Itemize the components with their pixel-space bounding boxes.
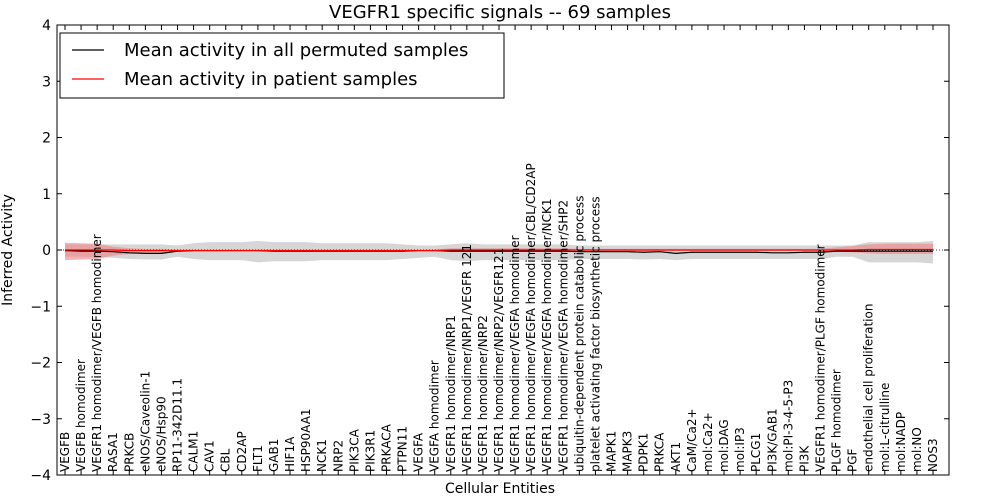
x-category-label: PTPN11 — [396, 426, 410, 472]
x-category-label: PIK3CA — [347, 428, 361, 472]
legend-label-patient: Mean activity in patient samples — [124, 69, 418, 90]
x-axis-label: Cellular Entities — [445, 481, 555, 497]
x-category-label: platelet activating factor biosynthetic … — [588, 196, 602, 472]
legend-box — [59, 32, 505, 99]
y-tick-label: −1 — [30, 299, 51, 315]
x-category-label: VEGFR1 homodimer/NRP1/VEGFR 121 — [460, 244, 474, 472]
y-tick-label: −4 — [30, 468, 51, 484]
x-category-label: RASA1 — [106, 432, 120, 472]
y-tick-label: −2 — [30, 356, 51, 372]
patient-mean-line — [65, 248, 933, 252]
x-category-label: GAB1 — [267, 439, 281, 472]
x-category-label: mol:PI-3-4-5-P3 — [781, 380, 795, 472]
x-category-label: VEGFR1 homodimer/VEGFB homodimer — [90, 234, 104, 472]
x-category-label: VEGFR1 homodimer/NRP2/VEGFR121 — [492, 248, 506, 472]
x-category-label: PI3K/GAB1 — [765, 408, 779, 472]
x-category-label: RP11-342D11.1 — [171, 378, 185, 472]
x-category-label: VEGFR1 homodimer/VEGFA homodimer/SHP2 — [556, 200, 570, 472]
x-category-label: HSP90AA1 — [299, 408, 313, 472]
x-category-label: VEGFR1 homodimer/NRP2 — [476, 315, 490, 472]
x-category-label: mol:DAG — [717, 419, 731, 472]
x-category-label: PIK3R1 — [363, 430, 377, 472]
x-category-label: HIF1A — [283, 436, 297, 472]
x-category-label: FLT1 — [251, 445, 265, 472]
x-category-label: PRKACA — [379, 423, 393, 472]
x-category-label: CaM/Ca2+ — [685, 408, 699, 472]
x-category-label: VEGFR1 homodimer/NRP1 — [444, 315, 458, 472]
x-category-label: eNOS/Caveolin-1 — [138, 371, 152, 472]
y-tick-label: 3 — [42, 74, 51, 90]
y-axis-label: Inferred Activity — [0, 194, 16, 306]
x-category-label: CD2AP — [235, 431, 249, 472]
x-category-label: endothelial cell proliferation — [862, 304, 876, 472]
x-category-label: VEGFA — [412, 432, 426, 472]
x-category-label: mol:NO — [910, 427, 924, 472]
plot-area — [57, 241, 949, 264]
x-category-label: CBL — [219, 448, 233, 472]
x-category-label: NCK1 — [315, 439, 329, 472]
y-tick-label: 0 — [42, 243, 51, 259]
y-tick-label: −3 — [30, 412, 51, 428]
x-category-label: PLGF homodimer — [830, 369, 844, 472]
y-tick-label: 1 — [42, 187, 51, 203]
permuted-band — [65, 241, 933, 264]
x-category-label: CAV1 — [203, 440, 217, 472]
y-tick-label: 4 — [42, 18, 51, 34]
x-category-label: PRKCB — [122, 433, 136, 472]
x-category-label: MAPK3 — [621, 431, 635, 472]
x-category-label: VEGFR1 homodimer/VEGFA homodimer/NCK1 — [540, 198, 554, 472]
x-category-label: mol:Ca2+ — [701, 412, 715, 472]
x-category-label: NOS3 — [926, 438, 940, 472]
x-category-label: mol:L-citrulline — [878, 383, 892, 472]
x-category-label: PGF — [846, 448, 860, 472]
x-category-label: PLCG1 — [749, 433, 763, 472]
legend: Mean activity in all permuted samples Me… — [59, 32, 505, 99]
x-category-label: PI3K — [797, 445, 811, 472]
y-axis: −4 −3 −2 −1 0 1 2 3 4 — [30, 18, 949, 484]
x-category-label: VEGFA homodimer — [428, 360, 442, 472]
chart-title: VEGFR1 specific signals -- 69 samples — [329, 2, 671, 23]
x-category-label: mol:IP3 — [733, 427, 747, 472]
y-tick-label: 2 — [42, 131, 51, 147]
x-category-label: eNOS/Hsp90 — [154, 396, 168, 472]
x-category-label: VEGFB — [58, 432, 72, 472]
x-category-label: CALM1 — [187, 431, 201, 472]
x-category-label: NRP2 — [331, 440, 345, 472]
x-category-label: PRKCA — [653, 432, 667, 472]
x-category-label: VEGFB homodimer — [74, 359, 88, 472]
x-category-label: AKT1 — [669, 442, 683, 472]
x-category-label: VEGFR1 homodimer/VEGFA homodimer/CBL/CD2… — [524, 163, 538, 472]
x-category-label: mol:NADP — [894, 412, 908, 472]
x-category-label: VEGFR1 homodimer/PLGF homodimer — [813, 244, 827, 472]
x-category-label: ubiquitin-dependent protein catabolic pr… — [572, 196, 586, 472]
x-axis: VEGFB VEGFB homodimer VEGFR1 homodimer/VEG… — [58, 25, 940, 475]
x-category-label: MAPK1 — [605, 431, 619, 472]
x-category-label: PDPK1 — [637, 433, 651, 472]
x-category-label: VEGFR1 homodimer/VEGFA homodimer — [508, 235, 522, 472]
legend-label-permuted: Mean activity in all permuted samples — [124, 40, 468, 61]
